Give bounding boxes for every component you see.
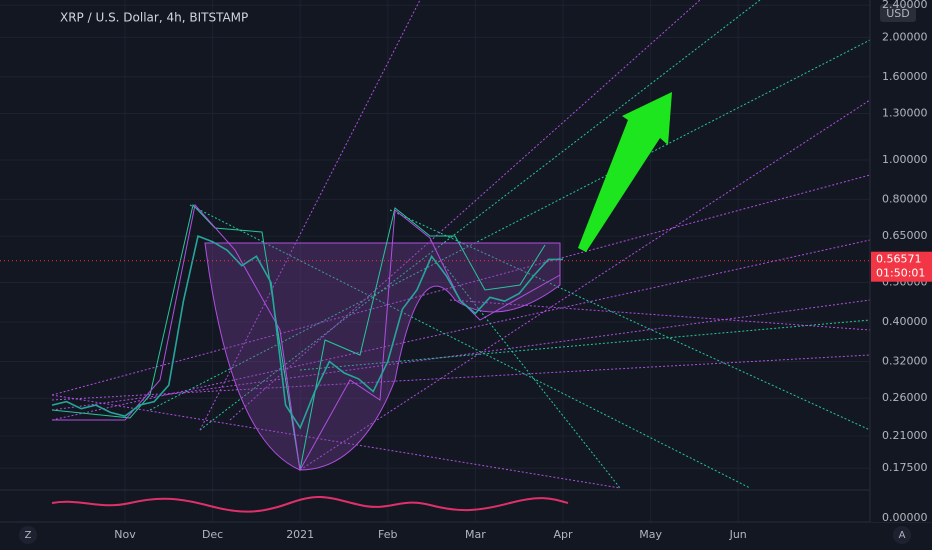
button[interactable] <box>893 526 911 544</box>
button[interactable] <box>19 526 37 544</box>
x-tick-label: 2021 <box>286 528 314 541</box>
y-tick-label: 1.30000 <box>882 107 928 120</box>
price-line <box>51 235 563 430</box>
arrow <box>578 92 672 252</box>
x-tick-label: Feb <box>378 528 397 541</box>
y-tick-label: 2.00000 <box>882 30 928 43</box>
chart-title: XRP / U.S. Dollar, 4h, BITSTAMP <box>60 11 248 25</box>
x-tick-label: Dec <box>202 528 223 541</box>
y-tick-label: 0.32000 <box>882 354 928 367</box>
last-price-badge <box>871 251 932 282</box>
y-tick-label: 1.60000 <box>882 70 928 83</box>
y-tick-label: 0.21000 <box>882 429 928 442</box>
indicator-axis-label: 0.00000 <box>882 511 928 524</box>
y-tick-label: 0.65000 <box>882 229 928 242</box>
y-tick-label: 0.40000 <box>882 315 928 328</box>
x-tick-label: Mar <box>465 528 486 541</box>
countdown-label: 01:50:01 <box>876 267 925 280</box>
y-tick-label: 1.00000 <box>882 153 928 166</box>
x-tick-label: Nov <box>114 528 136 541</box>
y-tick-label: 0.17500 <box>882 461 928 474</box>
y-tick-label: 0.26000 <box>882 391 928 404</box>
x-tick-label: Jun <box>729 528 747 541</box>
y-tick-label: 2.40000 <box>882 0 928 11</box>
last-price-label: 0.56571 <box>876 253 922 266</box>
indicator-pane <box>0 489 932 523</box>
button-label: A <box>899 530 906 541</box>
currency: USD <box>886 7 910 20</box>
x-tick-label: Apr <box>553 528 573 541</box>
trend-drawings <box>51 0 871 489</box>
x-tick-label: May <box>639 528 662 541</box>
currency-badge[interactable] <box>880 4 916 22</box>
button-label: Z <box>25 530 32 541</box>
y-tick-label: 0.80000 <box>882 192 928 205</box>
